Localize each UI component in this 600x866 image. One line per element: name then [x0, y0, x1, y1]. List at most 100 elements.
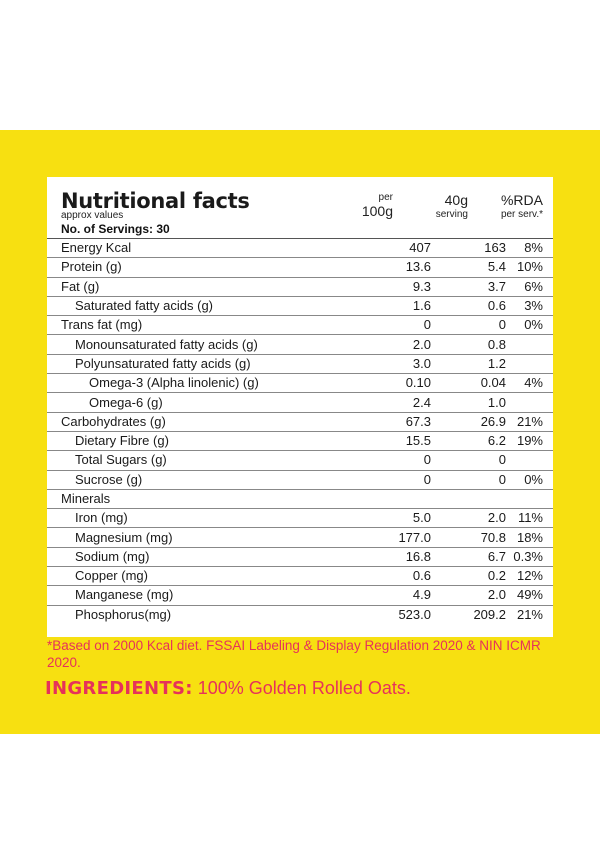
- nutrition-header: Nutritional facts approx values No. of S…: [47, 177, 553, 239]
- table-row: Protein (g) 13.6 5.4 10%: [47, 257, 553, 278]
- column-header-rda: %RDA per serv.*: [501, 193, 543, 220]
- value-rda: 0%: [506, 470, 553, 490]
- table-row: Polyunsaturated fatty acids (g) 3.0 1.2: [47, 354, 553, 375]
- table-row: Trans fat (mg) 0 0 0%: [47, 315, 553, 336]
- value-rda: 6%: [506, 277, 553, 297]
- value-per-100g: 13.6: [369, 257, 431, 278]
- table-row: Fat (g) 9.3 3.7 6%: [47, 277, 553, 297]
- value-per-serving: 6.2: [431, 431, 506, 452]
- column-header-per-bottom: 100g: [361, 202, 393, 219]
- table-row: Monounsaturated fatty acids (g) 2.0 0.8: [47, 334, 553, 355]
- value-per-100g: 1.6: [369, 296, 431, 317]
- value-per-serving: [431, 489, 506, 510]
- value-rda: 21%: [516, 606, 543, 622]
- nutrient-name: Sodium (mg): [47, 547, 369, 568]
- value-rda: [506, 354, 553, 375]
- value-per-serving: 70.8: [431, 527, 506, 548]
- nutrition-table: Energy Kcal 407 163 8% Protein (g) 13.6 5.4 10…: [47, 239, 553, 624]
- table-row: Phosphorus(mg) 523.0 209.2 21%: [47, 605, 553, 624]
- value-per-100g: 407: [369, 239, 431, 259]
- nutrient-name: Dietary Fibre (g): [47, 431, 369, 452]
- value-per-serving: 6.7: [431, 547, 506, 568]
- value-rda: 21%: [506, 412, 553, 432]
- value-rda: [506, 489, 553, 510]
- rda-footnote: *Based on 2000 Kcal diet. FSSAI Labeling…: [47, 638, 541, 670]
- value-per-serving: 0.8: [431, 334, 506, 355]
- nutrient-name: Polyunsaturated fatty acids (g): [47, 354, 369, 375]
- value-per-100g: 9.3: [369, 277, 431, 297]
- nutrition-title: Nutritional facts: [61, 189, 250, 213]
- value-per-100g: 4.9: [369, 585, 431, 606]
- value-per-100g: 523.0: [398, 606, 431, 622]
- nutrient-name: Phosphorus(mg): [75, 606, 172, 622]
- value-per-100g: 177.0: [369, 527, 431, 548]
- yellow-background-band: Nutritional facts approx values No. of S…: [0, 130, 600, 734]
- value-per-100g: [369, 489, 431, 510]
- value-per-100g: 0: [369, 450, 431, 471]
- nutrient-name: Iron (mg): [47, 508, 369, 529]
- nutrient-name: Magnesium (mg): [47, 527, 369, 548]
- value-rda: 19%: [506, 431, 553, 452]
- value-per-serving: 26.9: [431, 412, 506, 432]
- value-per-serving: 0.6: [431, 296, 506, 317]
- value-per-100g: 5.0: [369, 508, 431, 529]
- value-rda: 0%: [506, 315, 553, 336]
- table-row: Omega-3 (Alpha linolenic) (g) 0.10 0.04 4%: [47, 373, 553, 394]
- value-per-serving: 3.7: [431, 277, 506, 297]
- value-rda: 4%: [506, 373, 553, 394]
- value-rda: 49%: [506, 585, 553, 606]
- table-row: Magnesium (mg) 177.0 70.8 18%: [47, 527, 553, 548]
- value-rda: 10%: [506, 257, 553, 278]
- table-row: Saturated fatty acids (g) 1.6 0.6 3%: [47, 296, 553, 317]
- value-per-serving: 0.04: [431, 373, 506, 394]
- table-row: Omega-6 (g) 2.4 1.0: [47, 392, 553, 413]
- column-header-per-100g: per 100g: [361, 192, 393, 219]
- nutrient-name: Copper (mg): [47, 566, 369, 587]
- value-per-100g: 67.3: [369, 412, 431, 432]
- nutrition-facts-panel: Nutritional facts approx values No. of S…: [47, 177, 553, 637]
- table-row: Minerals: [47, 489, 553, 510]
- table-row: Sucrose (g) 0 0 0%: [47, 470, 553, 490]
- value-per-100g: 0: [369, 470, 431, 490]
- table-row: Sodium (mg) 16.8 6.7 0.3%: [47, 547, 553, 568]
- servings-count: No. of Servings: 30: [61, 222, 170, 236]
- approx-values-note: approx values: [61, 210, 124, 221]
- nutrient-name: Omega-6 (g): [47, 392, 369, 413]
- value-per-serving: 2.0: [431, 508, 506, 529]
- value-per-serving: 1.0: [431, 392, 506, 413]
- value-per-100g: 2.4: [369, 392, 431, 413]
- value-rda: 8%: [506, 239, 553, 259]
- column-header-rda-top: %RDA: [500, 192, 543, 208]
- value-per-100g: 0: [369, 315, 431, 336]
- column-header-serving-top: 40g: [444, 192, 468, 208]
- value-per-100g: 3.0: [369, 354, 431, 375]
- nutrient-name: Protein (g): [47, 257, 369, 278]
- ingredients-line: INGREDIENTS: 100% Golden Rolled Oats.: [45, 678, 411, 699]
- value-rda: [506, 334, 553, 355]
- table-row: Total Sugars (g) 0 0: [47, 450, 553, 471]
- value-rda: 11%: [506, 508, 553, 529]
- ingredients-text: 100% Golden Rolled Oats.: [192, 678, 411, 698]
- nutrient-name: Omega-3 (Alpha linolenic) (g): [47, 373, 369, 394]
- column-header-per-top: per: [378, 192, 393, 203]
- value-per-serving: 5.4: [431, 257, 506, 278]
- value-per-100g: 15.5: [369, 431, 431, 452]
- column-header-rda-bottom: per serv.*: [500, 208, 543, 220]
- nutrient-name: Fat (g): [47, 277, 369, 297]
- nutrient-name: Manganese (mg): [47, 585, 369, 606]
- nutrient-name: Minerals: [47, 489, 369, 510]
- value-rda: [506, 450, 553, 471]
- value-per-serving: 0: [431, 470, 506, 490]
- nutrient-name: Sucrose (g): [47, 470, 369, 490]
- value-per-serving: 0.2: [431, 566, 506, 587]
- column-header-serving-bottom: serving: [435, 208, 468, 220]
- nutrient-name: Monounsaturated fatty acids (g): [47, 334, 369, 355]
- value-per-serving: 0: [431, 450, 506, 471]
- nutrient-name: Carbohydrates (g): [47, 412, 369, 432]
- value-per-serving: 1.2: [431, 354, 506, 375]
- value-per-100g: 0.10: [369, 373, 431, 394]
- value-per-serving: 209.2: [473, 606, 506, 622]
- value-rda: 18%: [506, 527, 553, 548]
- value-per-100g: 2.0: [369, 334, 431, 355]
- value-rda: 12%: [506, 566, 553, 587]
